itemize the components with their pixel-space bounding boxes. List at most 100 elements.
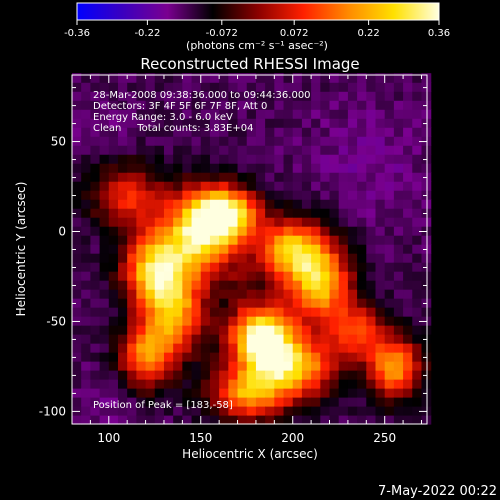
heatmap-cell	[255, 199, 266, 209]
heatmap-cell	[384, 91, 395, 101]
heatmap-cell	[301, 217, 312, 227]
heatmap-cell	[145, 163, 156, 173]
heatmap-cell	[274, 325, 285, 335]
heatmap-cell	[145, 289, 156, 299]
heatmap-cell	[320, 109, 331, 119]
heatmap-cell	[81, 145, 91, 155]
heatmap-cell	[219, 253, 229, 263]
heatmap-cell	[301, 199, 312, 209]
heatmap-cell	[375, 145, 386, 155]
heatmap-cell	[108, 127, 119, 137]
heatmap-cell	[246, 298, 257, 308]
heatmap-cell	[421, 154, 432, 164]
heatmap-cell	[301, 334, 312, 344]
peak-position-label: Position of Peak = [183,-58]	[93, 400, 233, 411]
heatmap-cell	[329, 280, 340, 290]
heatmap-cell	[311, 271, 321, 281]
heatmap-cell	[338, 343, 349, 353]
heatmap-cell	[366, 199, 377, 209]
x-tick-label: 100	[97, 431, 120, 445]
heatmap-cell	[219, 271, 229, 281]
heatmap-cell	[283, 109, 294, 119]
heatmap-cell	[173, 190, 183, 200]
heatmap-cell	[403, 334, 413, 344]
heatmap-cell	[347, 352, 358, 362]
heatmap-cell	[99, 415, 110, 425]
heatmap-cell	[375, 316, 386, 326]
heatmap-cell	[338, 289, 349, 299]
heatmap-cell	[403, 100, 413, 110]
heatmap-cell	[255, 253, 266, 263]
heatmap-cell	[357, 127, 367, 137]
heatmap-cell	[72, 163, 82, 173]
heatmap-cell	[357, 172, 367, 182]
heatmap-cell	[412, 307, 423, 317]
x-axis-label: Heliocentric X (arcsec)	[182, 447, 318, 461]
heatmap-cell	[265, 163, 275, 173]
heatmap-cell	[366, 316, 377, 326]
heatmap-cell	[99, 379, 110, 389]
heatmap-cell	[173, 172, 183, 182]
heatmap-cell	[200, 82, 211, 92]
heatmap-cell	[145, 325, 156, 335]
heatmap-cell	[320, 163, 331, 173]
heatmap-cell	[421, 244, 432, 254]
heatmap-cell	[173, 136, 183, 146]
heatmap-cell	[384, 145, 395, 155]
heatmap-cell	[265, 136, 275, 146]
heatmap-cell	[283, 100, 294, 110]
heatmap-cell	[311, 262, 321, 272]
heatmap-cell	[117, 136, 128, 146]
heatmap-cell	[412, 352, 423, 362]
heatmap-cell	[117, 208, 128, 218]
heatmap-cell	[384, 199, 395, 209]
y-tick-label: -50	[46, 314, 66, 328]
heatmap-cell	[81, 199, 91, 209]
heatmap-cell	[246, 109, 257, 119]
heatmap-cell	[357, 136, 367, 146]
heatmap-cell	[72, 145, 82, 155]
heatmap-cell	[163, 307, 174, 317]
heatmap-cell	[366, 388, 377, 398]
heatmap-cell	[301, 343, 312, 353]
heatmap-cell	[265, 325, 275, 335]
heatmap-cell	[90, 226, 101, 236]
heatmap-cell	[127, 118, 137, 128]
heatmap-cell	[320, 406, 331, 416]
heatmap-cell	[136, 397, 147, 407]
heatmap-cell	[81, 244, 91, 254]
heatmap-cell	[292, 415, 303, 425]
heatmap-cell	[209, 370, 220, 380]
heatmap-cell	[329, 226, 340, 236]
heatmap-cell	[384, 127, 395, 137]
heatmap-cell	[228, 352, 239, 362]
heatmap-cell	[182, 190, 193, 200]
heatmap-cell	[393, 127, 404, 137]
heatmap-cell	[329, 172, 340, 182]
heatmap-cell	[255, 145, 266, 155]
heatmap-cell	[292, 172, 303, 182]
heatmap-cell	[163, 127, 174, 137]
heatmap-cell	[246, 307, 257, 317]
heatmap-cell	[90, 91, 101, 101]
heatmap-cell	[366, 100, 377, 110]
heatmap-cell	[366, 379, 377, 389]
heatmap-cell	[154, 325, 165, 335]
heatmap-cell	[90, 82, 101, 92]
heatmap-cell	[200, 244, 211, 254]
heatmap-cell	[108, 235, 119, 245]
heatmap-cell	[90, 100, 101, 110]
heatmap-cell	[81, 208, 91, 218]
heatmap-cell	[412, 199, 423, 209]
heatmap-cell	[347, 217, 358, 227]
heatmap-cell	[191, 73, 202, 83]
heatmap-cell	[393, 244, 404, 254]
heatmap-cell	[182, 199, 193, 209]
heatmap-cell	[90, 145, 101, 155]
heatmap-cell	[127, 217, 137, 227]
heatmap-cell	[145, 145, 156, 155]
heatmap-cell	[145, 91, 156, 101]
heatmap-cell	[228, 181, 239, 191]
heatmap-cell	[246, 163, 257, 173]
heatmap-cell	[338, 82, 349, 92]
